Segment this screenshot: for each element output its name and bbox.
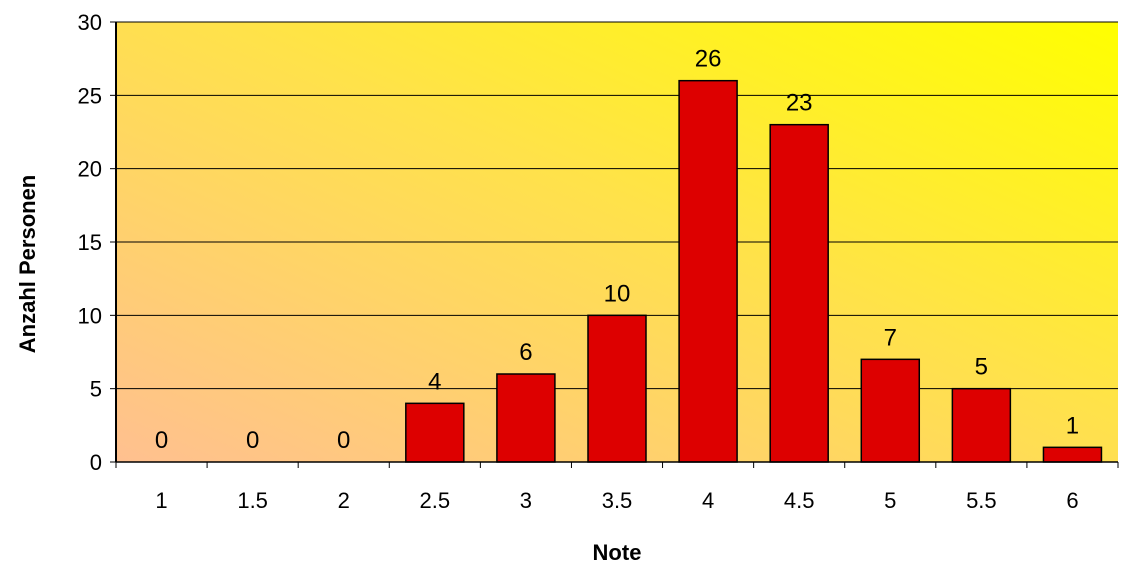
y-tick-label: 25: [78, 83, 102, 108]
data-label: 0: [337, 427, 350, 454]
data-labels: 0 0 0 4 6 10 26 23 7 5 1: [155, 46, 1079, 454]
bar: [1042, 446, 1103, 463]
data-label: 5: [975, 354, 988, 381]
bar: [405, 402, 465, 463]
data-label: 6: [519, 339, 532, 366]
x-tick-label: 6: [1066, 488, 1078, 513]
x-tick-label: 2: [338, 488, 350, 513]
y-tick-label: 20: [78, 157, 102, 182]
data-label: 0: [246, 427, 259, 454]
bar: [860, 358, 921, 463]
y-tick-label: 10: [78, 303, 102, 328]
x-tick-label: 2.5: [420, 488, 451, 513]
x-tick-label: 4: [702, 488, 714, 513]
x-tick-label: 5.5: [966, 488, 997, 513]
y-tick-label: 0: [90, 450, 102, 475]
x-axis-title: Note: [593, 540, 642, 565]
y-tick-label: 15: [78, 230, 102, 255]
data-label: 23: [786, 90, 813, 117]
bar: [678, 79, 738, 463]
data-label: 10: [604, 280, 631, 307]
x-tick-label: 3.5: [602, 488, 633, 513]
x-tick-label: 1.5: [237, 488, 268, 513]
x-tick-label: 1: [155, 488, 167, 513]
y-tick-label: 5: [90, 377, 102, 402]
data-label: 0: [155, 427, 168, 454]
bars: [405, 79, 1103, 463]
data-label: 26: [695, 46, 722, 73]
axes: [110, 21, 1119, 468]
data-label: 4: [428, 368, 441, 395]
x-tick-label: 5: [884, 488, 896, 513]
x-tick-label: 3: [520, 488, 532, 513]
bar: [769, 123, 829, 463]
data-label: 1: [1066, 412, 1079, 439]
x-tick-label: 4.5: [784, 488, 815, 513]
bar: [587, 314, 647, 463]
bar: [951, 387, 1012, 463]
y-tick-label: 30: [78, 10, 102, 35]
data-label: 7: [884, 324, 897, 351]
y-axis-title: Anzahl Personen: [15, 175, 40, 353]
bar: [496, 373, 556, 463]
